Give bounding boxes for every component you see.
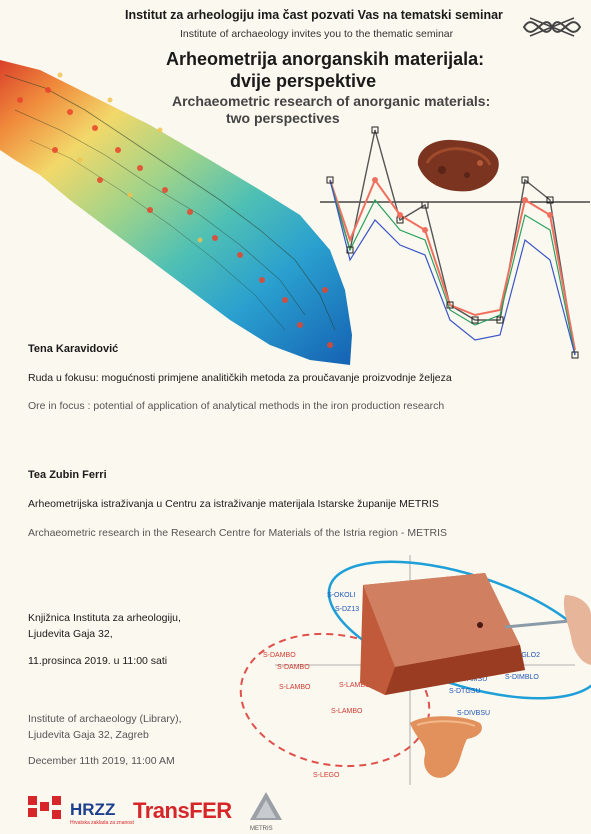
iron-ore-photo (417, 139, 499, 192)
transfer-logo: TransFER (133, 798, 232, 823)
red-sample-label: S-LAMBO (331, 708, 363, 715)
ceramic-fragment-photo (360, 573, 525, 695)
speaker-name: Tea Zubin Ferri (28, 469, 107, 481)
seminar-title-hr: Arheometrija anorganskih materijala: (166, 49, 485, 69)
venue-name-en: Institute of archaeology (Library), (28, 713, 182, 725)
blue-sample-label: S-DIMBLO (505, 674, 539, 681)
knot-ornament-icon (522, 17, 582, 37)
seminar-title-en: Archaeometric research of anorganic mate… (172, 93, 491, 109)
blue-sample-label: S-DTGSU (449, 688, 481, 695)
blue-sample-label: S-DTGLO2 (505, 652, 540, 659)
sample-cluster-diagram: S-OKOLI S-DZ13 S-DTGLO2 S-DIMBLO S-DAMSU… (239, 555, 591, 785)
talk-title-en: Ore in focus : potential of application … (28, 400, 445, 412)
hrzz-logo-subtitle: Hrvatska zaklada za znanost (70, 820, 134, 826)
speaker-name: Tena Karavidović (28, 343, 119, 355)
venue-address-en: Ljudevita Gaja 32, Zagreb (28, 729, 149, 741)
venue-address-hr: Ljudevita Gaja 32, (28, 628, 113, 640)
red-sample-label: S-LAMBO (279, 684, 311, 691)
talk-title-en: Archaeometric research in the Research C… (28, 527, 447, 539)
red-cluster-ellipse (239, 632, 431, 768)
map-landmass (0, 60, 352, 365)
seminar-title-en-line2: two perspectives (226, 110, 340, 126)
sponsor-logos: HRZZ Hrvatska zaklada za znanost TransFE… (0, 780, 591, 834)
talk-title-hr: Ruda u fokusu: mogućnosti primjene anali… (28, 372, 452, 384)
talk-title-hr: Arheometrijska istraživanja u Centru za … (28, 498, 439, 510)
blue-sample-label: S-DIVBSU (457, 710, 490, 717)
metris-logo-icon (250, 792, 282, 820)
event-date-hr: 11.prosinca 2019. u 11:00 sati (28, 655, 168, 667)
pottery-sherd-photo (410, 716, 482, 778)
metris-logo-text: METRIS (250, 826, 273, 832)
terrain-map (0, 60, 352, 365)
hrzz-logo-icon (28, 796, 61, 819)
event-date-en: December 11th 2019, 11:00 AM (28, 755, 175, 767)
blue-sample-label: S-OKOLI (327, 592, 355, 599)
venue-name-hr: Knjižnica Instituta za arheologiju, (28, 612, 181, 624)
blue-sample-label: S-DZ13 (335, 606, 359, 613)
red-sample-label: S-DAMBO (277, 664, 310, 671)
site-markers (17, 87, 333, 348)
red-sample-label: S-LEGO (313, 772, 340, 779)
red-sample-label: S-DAMBO (263, 652, 296, 659)
invitation-text-en: Institute of archaeology invites you to … (180, 28, 454, 40)
red-sample-label: S-LAMBO (339, 682, 371, 689)
hand-photo (563, 595, 591, 665)
analysis-line-plot (320, 126, 590, 359)
hrzz-logo-text: HRZZ (70, 800, 116, 819)
seminar-title-hr-line2: dvije perspektive (230, 71, 377, 91)
invitation-text-hr: Institut za arheologiju ima čast pozvati… (125, 8, 503, 22)
